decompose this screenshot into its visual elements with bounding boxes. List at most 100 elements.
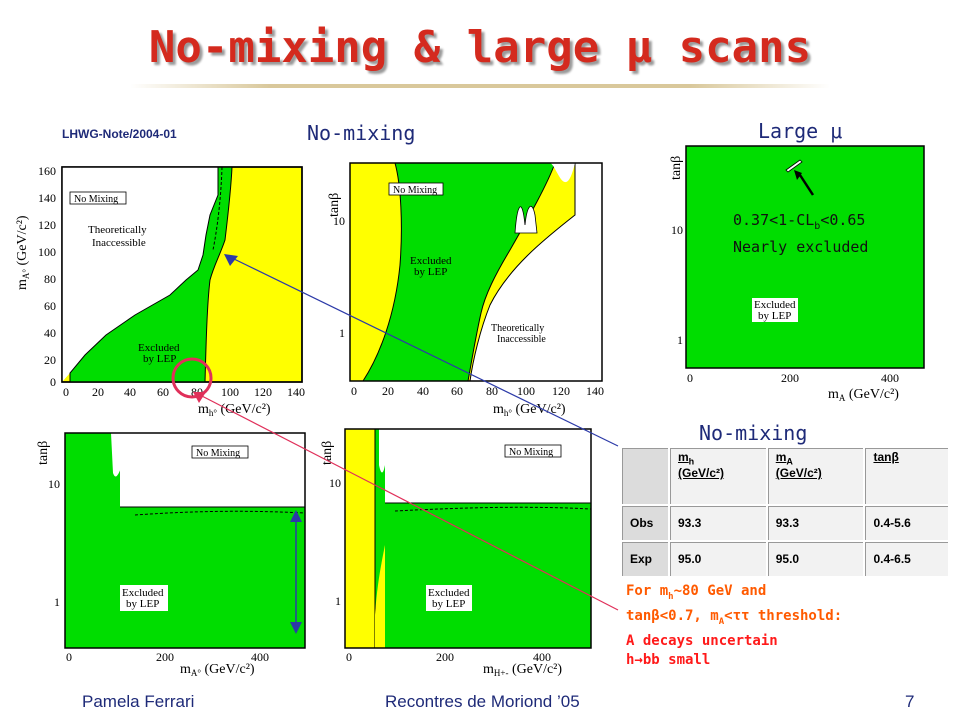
section-large-mu: Large μ [758,119,843,143]
plot-tanb-vs-mhpm: No Mixing Excluded by LEP 10 1 0 200 400… [320,428,592,678]
svg-text:20: 20 [382,384,394,398]
svg-text:200: 200 [781,371,799,385]
low-tanb-note: For mh~80 GeV and tanβ<0.7, mA<ττ thresh… [626,582,842,670]
excluded-label-b: by LEP [143,353,176,365]
plot-tanb-vs-ma: Excluded by LEP 10 1 0 200 400 tanβ mA° … [36,432,306,678]
range-arrowhead-up [290,510,302,522]
svg-text:40: 40 [124,385,136,399]
excluded-label-a: Excluded [754,299,796,311]
legend-label: No Mixing [196,448,240,459]
excluded-label-a: Excluded [138,342,180,354]
section-no-mixing-table: No-mixing [699,421,808,445]
header-tanb: tanβ [863,446,950,506]
x-ticks: 0 200 400 [687,371,899,385]
y-axis-title: mA° (GeV/c²) [15,215,31,290]
y-ticks: 10 1 [333,214,345,340]
upper-pocket [550,163,575,183]
svg-text:40: 40 [44,326,56,340]
excluded-label-a: Excluded [122,587,164,599]
note-line-4: h→bb small [626,651,711,668]
row-label-exp: Exp [620,540,670,578]
svg-text:20: 20 [92,385,104,399]
svg-text:140: 140 [38,191,56,205]
svg-text:120: 120 [38,218,56,232]
x-ticks: 0 200 400 [66,650,269,664]
annotation-line-2: Nearly excluded [733,238,869,256]
y-ticks: 10 1 [329,476,341,608]
x-axis-title: mA (GeV/c²) [828,387,899,403]
svg-text:10: 10 [48,477,60,491]
svg-text:60: 60 [44,299,56,313]
x-ticks: 0 20 40 60 80 100 120 140 [63,385,305,399]
x-ticks: 0 20 40 60 80 100 120 140 [351,384,604,398]
reference-note: LHWG-Note/2004-01 [62,127,177,141]
excluded-label-box [752,298,798,322]
legend-label: No Mixing [74,194,118,205]
region-label-a: Theoretically [491,323,544,334]
excluded-label-a: Excluded [410,255,452,267]
svg-text:10: 10 [671,223,683,237]
row-label-obs: Obs [620,504,670,542]
spike [379,429,385,473]
y-axis-title: tanβ [327,193,342,217]
svg-text:160: 160 [38,164,56,178]
svg-text:140: 140 [287,385,305,399]
cell-obs-ma: 93.3 [765,504,866,542]
excluded-label-a: Excluded [428,587,470,599]
region-label-b: Inaccessible [497,334,546,345]
x-axis-title: mA° (GeV/c²) [180,662,255,678]
svg-text:40: 40 [417,384,429,398]
svg-text:0: 0 [351,384,357,398]
svg-text:0: 0 [346,650,352,664]
pointer-arrowhead-blue [224,254,238,266]
cell-obs-tanb: 0.4-5.6 [863,504,950,542]
excluded-label-b: by LEP [432,598,465,610]
svg-text:1: 1 [339,326,345,340]
slide-title: No-mixing & large μ scans [148,22,812,73]
note-line-2: tanβ<0.7, mA<ττ threshold: [626,607,843,627]
plot-frame [61,166,303,383]
y-ticks: 10 1 [48,477,60,609]
svg-text:1: 1 [677,333,683,347]
svg-text:100: 100 [221,385,239,399]
annotation-line-1: 0.37<1-CLb<0.65 [733,211,866,232]
region-label-b: Inaccessible [92,237,146,249]
legend-box [191,445,249,459]
svg-text:100: 100 [517,384,535,398]
inaccessible-region [62,167,218,382]
x-axis-title: mh° (GeV/c²) [493,402,566,418]
cell-obs-mh: 93.3 [668,504,768,542]
excluded-label-box [426,585,472,611]
pointer-line-red [199,394,619,611]
plot-frame [349,162,603,382]
y-ticks: 10 1 [671,223,683,347]
svg-text:10: 10 [329,476,341,490]
legend-label: No Mixing [509,447,553,458]
allowed-region [385,429,591,503]
expected-limit [394,506,592,512]
excluded-label-box [120,585,168,611]
svg-text:200: 200 [156,650,174,664]
range-arrowhead-down [290,622,302,634]
svg-text:60: 60 [157,385,169,399]
spike [113,433,120,473]
svg-text:200: 200 [436,650,454,664]
allowed-region-left [344,428,376,649]
legend-label: No Mixing [393,185,437,196]
cell-exp-tanb: 0.4-6.5 [863,540,950,578]
legend-box [69,191,127,205]
cell-exp-mh: 95.0 [668,540,768,578]
legend-box [388,182,444,196]
nearly-excluded-annotation: 0.37<1-CLb<0.65 Nearly excluded [733,210,868,257]
section-no-mixing-top: No-mixing [307,121,416,145]
svg-text:120: 120 [254,385,272,399]
annotation-arrow [798,174,815,196]
y-ticks: 160 140 120 100 80 60 40 20 0 [38,164,56,389]
svg-text:80: 80 [44,272,56,286]
title-underline [130,84,830,88]
legend-box [504,444,562,458]
excluded-region [69,166,233,383]
footer-author: Pamela Ferrari [82,692,195,711]
